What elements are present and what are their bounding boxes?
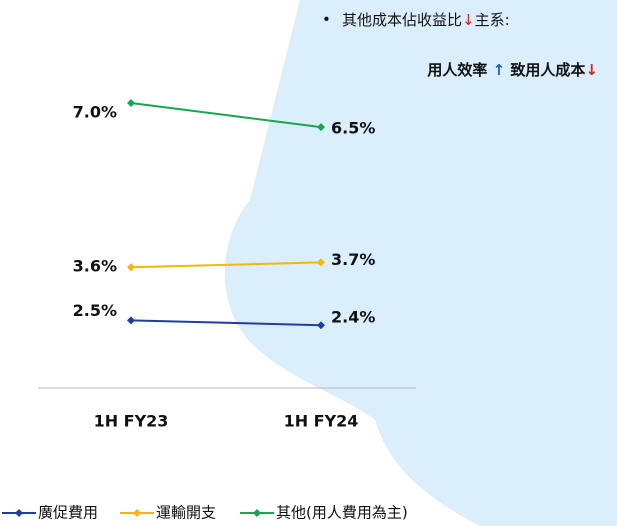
legend-label: 其他(用人費用為主) (276, 504, 408, 522)
legend-marker (15, 509, 23, 517)
point (317, 321, 325, 330)
bullet: • (322, 11, 331, 29)
point (127, 316, 135, 325)
note-text: 致用人成本 (505, 61, 585, 79)
series-line (130, 319, 322, 327)
series-line (130, 101, 322, 129)
data-label: 7.0% (73, 102, 117, 121)
background-blob (224, 0, 617, 526)
data-label: 3.6% (73, 257, 117, 276)
legend-label: 運輸開支 (156, 504, 216, 522)
data-label: 6.5% (331, 119, 375, 138)
point (127, 263, 135, 272)
data-label: 2.4% (331, 308, 375, 327)
down-arrow: ↓ (462, 11, 475, 29)
legend-marker (133, 509, 141, 517)
data-label: 3.7% (331, 250, 375, 269)
legend-label: 廣促費用 (38, 504, 98, 522)
point (317, 258, 325, 267)
up-arrow: ↑ (493, 61, 506, 79)
point (317, 123, 325, 132)
note-text: 其他成本佔收益比 (342, 11, 462, 29)
legend-marker (253, 509, 261, 517)
x-tick-label: 1H FY23 (94, 412, 169, 431)
data-label: 2.5% (73, 301, 117, 320)
point (127, 98, 135, 107)
note-2: 用人效率 ↑ 致用人成本↓ (427, 61, 598, 79)
note-1: 其他成本佔收益比↓主系: (342, 11, 510, 29)
down-arrow: ↓ (585, 61, 598, 79)
note-text: 用人效率 (427, 61, 492, 79)
series-line (130, 261, 322, 269)
x-tick-label: 1H FY24 (284, 412, 359, 431)
note-text: 主系: (475, 11, 510, 29)
